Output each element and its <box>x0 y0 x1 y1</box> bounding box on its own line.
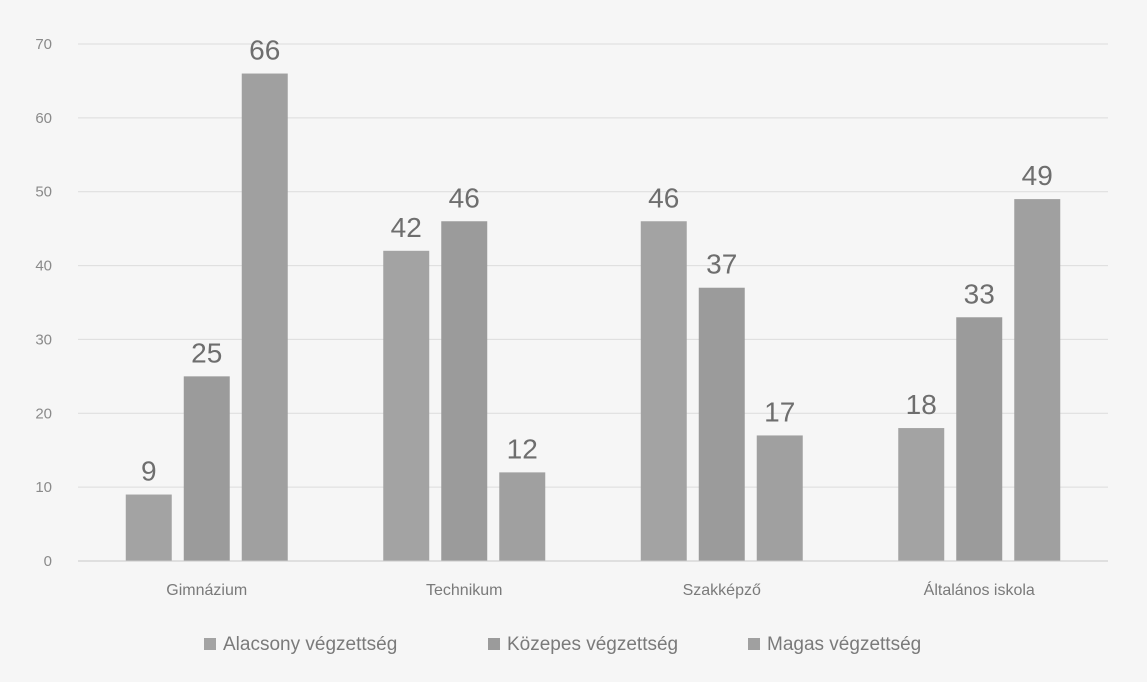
grid-layer <box>78 43 1108 488</box>
legend-swatch <box>488 638 500 650</box>
data-label: 42 <box>391 212 422 243</box>
axis-layer: 0 10 20 30 40 50 60 70 Gimnázium Technikum Szakkép… <box>35 36 1108 599</box>
y-tick-label: 40 <box>35 258 52 275</box>
y-tick-label: 30 <box>35 331 52 348</box>
bar-3-1 <box>241 73 288 562</box>
data-label: 17 <box>764 396 795 427</box>
bar-2-1 <box>183 376 230 561</box>
y-tick-label: 50 <box>35 184 52 201</box>
bar-2-2 <box>441 221 488 561</box>
bar-3-4 <box>1014 199 1061 561</box>
bar-3-3 <box>756 435 803 561</box>
bar-1-4 <box>898 428 945 561</box>
legend-label: Közepes végzettség <box>507 634 678 655</box>
data-label: 18 <box>906 389 937 420</box>
y-tick-label: 70 <box>35 36 52 53</box>
x-category-label: Gimnázium <box>166 582 247 599</box>
y-tick-label: 10 <box>35 479 52 496</box>
bar-1-3 <box>640 221 687 561</box>
data-label: 46 <box>449 182 480 213</box>
bar-2-3 <box>698 287 745 561</box>
data-label: 49 <box>1022 160 1053 191</box>
legend-swatch <box>204 638 216 650</box>
data-labels-layer: 9 25 66 42 46 12 46 37 17 18 33 49 <box>141 35 1053 487</box>
bars-layer <box>125 73 1061 562</box>
legend-label: Magas végzettség <box>767 634 921 655</box>
bar-1-1 <box>125 494 172 561</box>
x-category-label: Technikum <box>426 582 502 599</box>
data-label: 66 <box>249 35 280 66</box>
data-label: 25 <box>191 337 222 368</box>
legend-swatch <box>748 638 760 650</box>
x-category-label: Szakképző <box>683 582 761 599</box>
y-tick-label: 20 <box>35 405 52 422</box>
legend: Alacsony végzettség Közepes végzettség Mag… <box>204 634 921 655</box>
data-label: 12 <box>507 433 538 464</box>
y-tick-label: 0 <box>44 553 52 570</box>
x-category-label: Általános iskola <box>924 580 1035 599</box>
data-label: 37 <box>706 249 737 280</box>
legend-label: Alacsony végzettség <box>223 634 397 655</box>
bar-2-4 <box>956 317 1003 561</box>
data-label: 33 <box>964 278 995 309</box>
bar-1-2 <box>383 250 430 562</box>
y-tick-label: 60 <box>35 110 52 127</box>
data-label: 9 <box>141 456 157 487</box>
bar-3-2 <box>499 472 546 561</box>
data-label: 46 <box>648 182 679 213</box>
